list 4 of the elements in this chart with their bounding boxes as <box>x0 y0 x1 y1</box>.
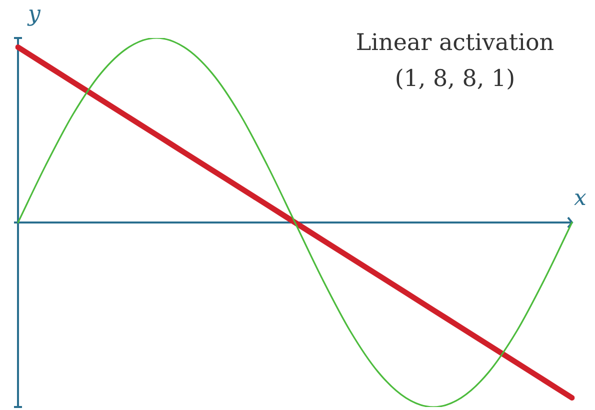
y-axis-title: y <box>28 2 40 27</box>
text: (1, 8, 8, 1) <box>394 66 516 92</box>
x-axis-title: x <box>574 186 586 211</box>
chart-title: Linear activation <box>354 30 556 56</box>
